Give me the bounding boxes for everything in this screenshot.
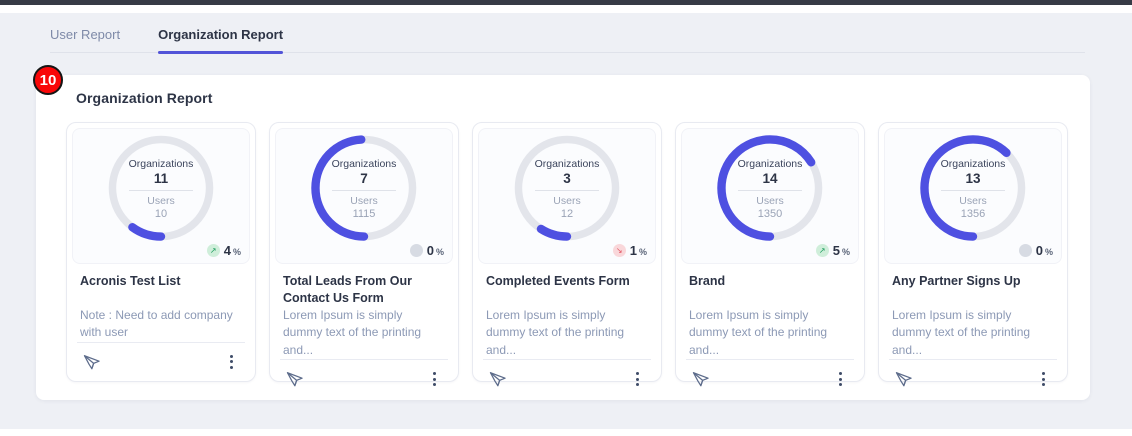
donut-ring bbox=[108, 135, 214, 241]
card-title: Completed Events Form bbox=[486, 274, 630, 288]
paper-plane-icon bbox=[894, 369, 914, 389]
donut-arc bbox=[311, 135, 417, 241]
card-title: Brand bbox=[689, 274, 726, 288]
trend-down-icon: ↘ bbox=[612, 244, 626, 257]
donut-chart bbox=[514, 135, 620, 241]
cards-row: Organizations 11 Users 10 ↗ 4 % Acronis … bbox=[66, 122, 1068, 387]
card-description: Lorem Ipsum is simply dummy text of the … bbox=[892, 308, 1031, 357]
percent-suffix: % bbox=[435, 246, 444, 257]
donut-arc bbox=[717, 135, 823, 241]
kebab-menu-icon bbox=[838, 371, 842, 376]
percent-value: 0 bbox=[426, 243, 434, 258]
send-button[interactable] bbox=[81, 351, 103, 373]
tab-user-report-label: User Report bbox=[50, 27, 121, 42]
donut-chart-box: Organizations 7 Users 1115 0 % bbox=[275, 128, 453, 264]
send-button[interactable] bbox=[893, 368, 915, 390]
send-button[interactable] bbox=[284, 368, 306, 390]
card-footer bbox=[889, 359, 1057, 400]
donut-arc bbox=[514, 135, 620, 241]
percent-value: 1 bbox=[629, 243, 637, 258]
report-card: Organizations 14 Users 1350 ↗ 5 % Brand … bbox=[675, 122, 865, 387]
annotation-marker-10: 10 bbox=[33, 65, 63, 95]
donut-chart bbox=[311, 135, 417, 241]
trend-neutral-icon bbox=[1018, 244, 1032, 257]
donut-arc bbox=[920, 135, 1026, 241]
trend-badge: ↗ 5 % bbox=[815, 243, 850, 258]
percent-suffix: % bbox=[232, 246, 241, 257]
card-footer bbox=[483, 359, 651, 400]
card-menu-button[interactable] bbox=[224, 352, 239, 373]
top-white-strip bbox=[0, 5, 1132, 13]
card-menu-button[interactable] bbox=[630, 369, 645, 390]
report-card: Organizations 7 Users 1115 0 % Total Lea… bbox=[269, 122, 459, 387]
percent-suffix: % bbox=[638, 246, 647, 257]
report-card: Organizations 13 Users 1356 0 % Any Part… bbox=[878, 122, 1068, 387]
tab-organization-report-label: Organization Report bbox=[158, 27, 284, 42]
donut-chart-box: Organizations 11 Users 10 ↗ 4 % bbox=[72, 128, 250, 264]
card-menu-button[interactable] bbox=[427, 369, 442, 390]
donut-chart-box: Organizations 3 Users 12 ↘ 1 % bbox=[478, 128, 656, 264]
trend-neutral-icon bbox=[409, 244, 423, 257]
percent-value: 4 bbox=[223, 243, 231, 258]
trend-badge: ↘ 1 % bbox=[612, 243, 647, 258]
paper-plane-icon bbox=[488, 369, 508, 389]
paper-plane-icon bbox=[691, 369, 711, 389]
card-title: Acronis Test List bbox=[80, 274, 181, 288]
card-menu-button[interactable] bbox=[1036, 369, 1051, 390]
window-top-bar bbox=[0, 0, 1132, 5]
donut-ring bbox=[514, 135, 620, 241]
trend-up-icon: ↗ bbox=[206, 244, 220, 257]
card-footer bbox=[280, 359, 448, 400]
card-description: Note : Need to add company with user bbox=[80, 308, 233, 340]
card-title: Total Leads From Our Contact Us Form bbox=[283, 274, 412, 305]
percent-value: 0 bbox=[1035, 243, 1043, 258]
organization-report-panel: 10 Organization Report Organizations 11 … bbox=[33, 65, 1090, 400]
paper-plane-icon bbox=[82, 352, 102, 372]
card-menu-button[interactable] bbox=[833, 369, 848, 390]
trend-up-icon: ↗ bbox=[815, 244, 829, 257]
kebab-menu-icon bbox=[635, 371, 639, 376]
report-card: Organizations 11 Users 10 ↗ 4 % Acronis … bbox=[66, 122, 256, 382]
donut-chart-box: Organizations 13 Users 1356 0 % bbox=[884, 128, 1062, 264]
kebab-menu-icon bbox=[1041, 371, 1045, 376]
trend-badge: ↗ 4 % bbox=[206, 243, 241, 258]
donut-chart-box: Organizations 14 Users 1350 ↗ 5 % bbox=[681, 128, 859, 264]
tab-organization-report[interactable]: Organization Report bbox=[158, 27, 284, 54]
tab-user-report[interactable]: User Report bbox=[50, 27, 120, 52]
card-description: Lorem Ipsum is simply dummy text of the … bbox=[486, 308, 625, 357]
send-button[interactable] bbox=[690, 368, 712, 390]
donut-arc bbox=[108, 135, 214, 241]
percent-suffix: % bbox=[1044, 246, 1053, 257]
paper-plane-icon bbox=[285, 369, 305, 389]
kebab-menu-icon bbox=[229, 354, 233, 358]
card-footer bbox=[77, 341, 245, 383]
donut-chart bbox=[920, 135, 1026, 241]
card-description: Lorem Ipsum is simply dummy text of the … bbox=[283, 308, 422, 357]
trend-badge: 0 % bbox=[409, 243, 444, 258]
send-button[interactable] bbox=[487, 368, 509, 390]
bottom-white-strip bbox=[0, 429, 1132, 436]
tab-bar: User Report Organization Report bbox=[50, 13, 1085, 54]
donut-chart bbox=[108, 135, 214, 241]
page-title: Organization Report bbox=[76, 90, 213, 106]
card-footer bbox=[686, 359, 854, 400]
trend-badge: 0 % bbox=[1018, 243, 1053, 258]
donut-chart bbox=[717, 135, 823, 241]
percent-value: 5 bbox=[832, 243, 840, 258]
report-card: Organizations 3 Users 12 ↘ 1 % Completed… bbox=[472, 122, 662, 387]
card-description: Lorem Ipsum is simply dummy text of the … bbox=[689, 308, 828, 357]
percent-suffix: % bbox=[841, 246, 850, 257]
card-title: Any Partner Signs Up bbox=[892, 274, 1021, 288]
kebab-menu-icon bbox=[432, 371, 436, 376]
active-tab-underline bbox=[158, 51, 284, 54]
